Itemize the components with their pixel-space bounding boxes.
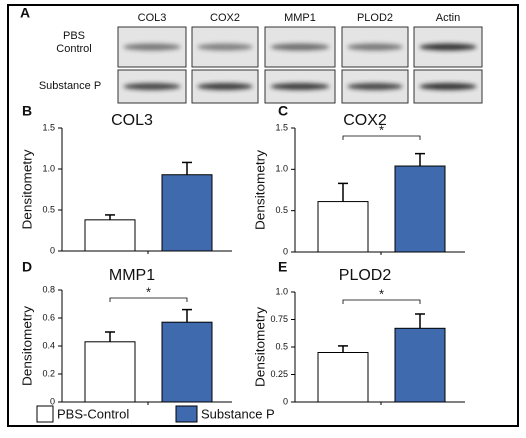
- y-tick-label: 0.6: [42, 312, 55, 322]
- panel-label: E: [278, 259, 287, 275]
- blot-band: [123, 83, 181, 90]
- bar: [394, 165, 446, 253]
- y-tick-label: 0.2: [42, 368, 55, 378]
- column-label: MMP1: [284, 12, 316, 24]
- significance-label: *: [146, 284, 151, 299]
- blot-band: [270, 83, 330, 90]
- y-tick-label: 0.4: [42, 340, 55, 350]
- chart-title: PLOD2: [339, 267, 392, 284]
- y-tick-label: 1.5: [42, 122, 55, 132]
- y-tick-label: 1.5: [275, 122, 288, 132]
- blot-band: [347, 43, 403, 51]
- panel-label: B: [22, 103, 32, 119]
- blot-band: [197, 43, 253, 51]
- y-tick-label: 1.0: [275, 164, 288, 174]
- y-axis-label: Densitometry: [252, 149, 267, 230]
- y-tick-label: 0: [50, 396, 55, 406]
- bar: [84, 341, 136, 403]
- legend-swatch: [36, 405, 54, 423]
- y-tick-label: 0: [50, 245, 55, 255]
- y-axis-label: Densitometry: [19, 149, 34, 230]
- y-axis-label: Densitometry: [252, 306, 267, 387]
- y-tick-label: 0.8: [42, 284, 55, 294]
- y-tick-label: 0.25: [270, 369, 288, 379]
- y-axis-label: Densitometry: [19, 305, 34, 386]
- chart-title: COL3: [111, 112, 153, 129]
- column-label: COL3: [138, 12, 167, 24]
- y-tick-label: 1.0: [275, 286, 288, 296]
- significance-bracket: [342, 299, 421, 304]
- blot-band: [347, 83, 403, 90]
- significance-bracket: [342, 135, 421, 140]
- panel-label: C: [278, 103, 288, 119]
- chart-title: MMP1: [109, 267, 155, 284]
- significance-label: *: [379, 122, 384, 137]
- y-tick-label: 0: [283, 246, 288, 256]
- chart-title: COX2: [343, 112, 387, 129]
- y-tick-label: 0.5: [275, 205, 288, 215]
- y-tick-label: 1.0: [42, 163, 55, 173]
- y-tick-label: 0.75: [270, 314, 288, 324]
- bar: [161, 321, 213, 403]
- y-tick-label: 0.5: [42, 204, 55, 214]
- blot-band: [419, 83, 477, 90]
- bar: [84, 219, 136, 252]
- column-label: Actin: [436, 12, 460, 24]
- row-label: Substance P: [38, 80, 102, 92]
- column-label: PLOD2: [357, 12, 393, 24]
- panel-label: D: [22, 259, 32, 275]
- column-label: COX2: [210, 12, 240, 24]
- bar: [161, 174, 213, 252]
- y-tick-label: 0: [283, 396, 288, 406]
- bar: [317, 201, 369, 253]
- significance-label: *: [379, 286, 384, 301]
- significance-bracket: [109, 297, 188, 302]
- blot-band: [123, 43, 181, 51]
- blot-band: [197, 83, 253, 90]
- legend-swatch: [175, 405, 198, 423]
- row-label: PBS Control: [56, 30, 92, 55]
- panel-label: A: [20, 5, 30, 21]
- bar: [394, 327, 446, 403]
- legend-label: PBS-Control: [57, 406, 129, 421]
- legend-label: Substance P: [201, 406, 275, 421]
- frame: [7, 4, 519, 427]
- blot-band: [270, 43, 330, 51]
- bar: [317, 352, 369, 403]
- blot-band: [419, 43, 477, 51]
- y-tick-label: 0.5: [275, 341, 288, 351]
